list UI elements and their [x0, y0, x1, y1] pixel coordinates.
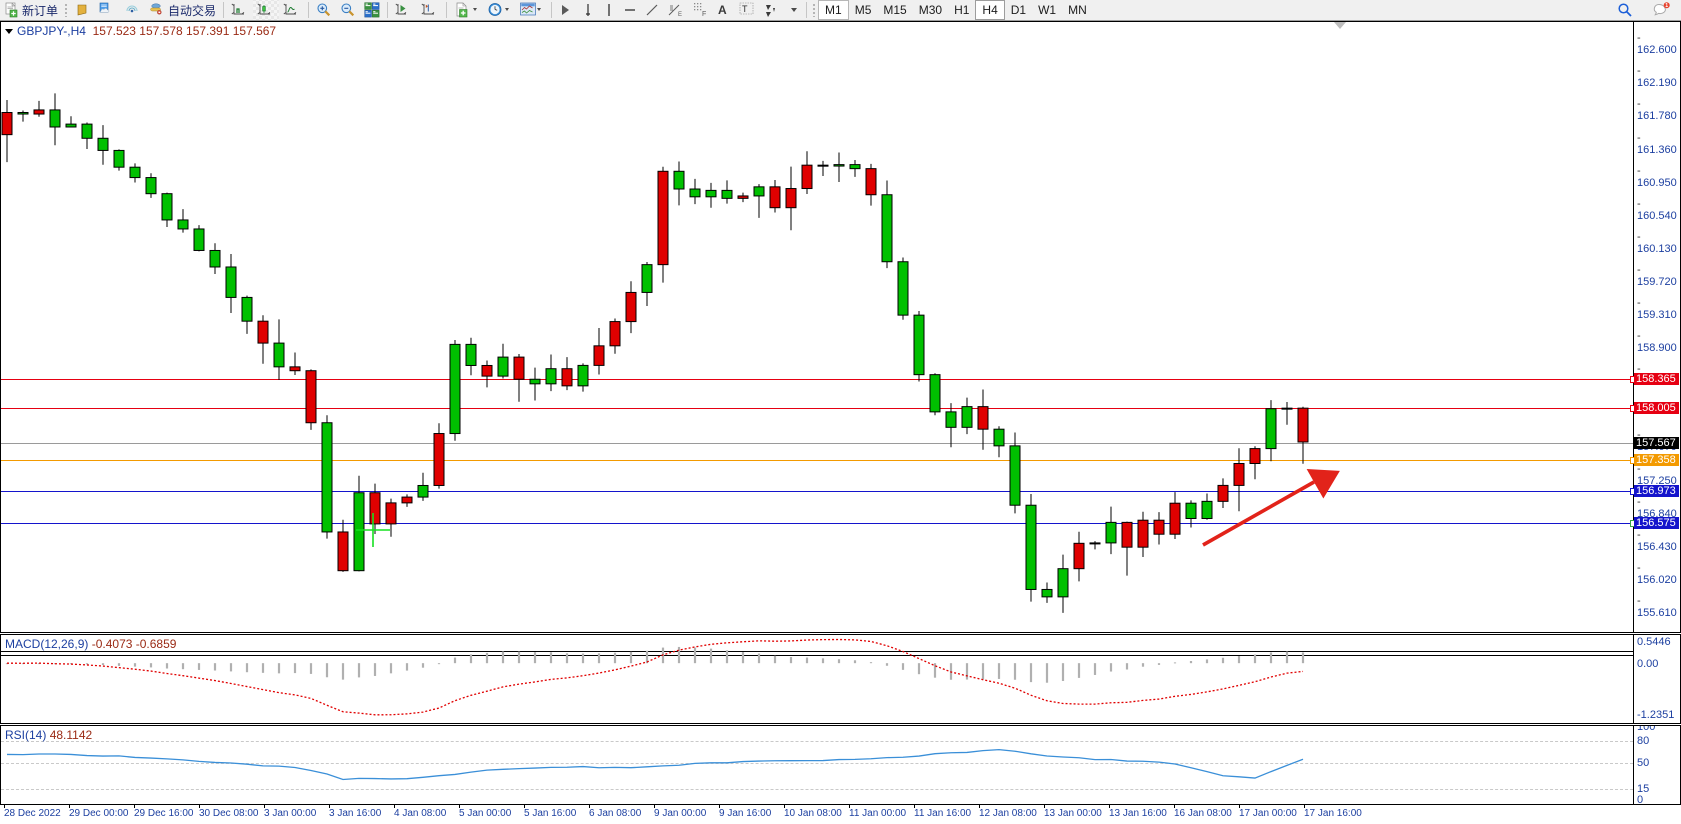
svg-text:E: E — [678, 12, 682, 18]
svg-text:F: F — [702, 11, 706, 18]
svg-text:A: A — [718, 3, 727, 17]
svg-text:1: 1 — [1665, 3, 1668, 9]
svg-text:T: T — [742, 4, 748, 14]
